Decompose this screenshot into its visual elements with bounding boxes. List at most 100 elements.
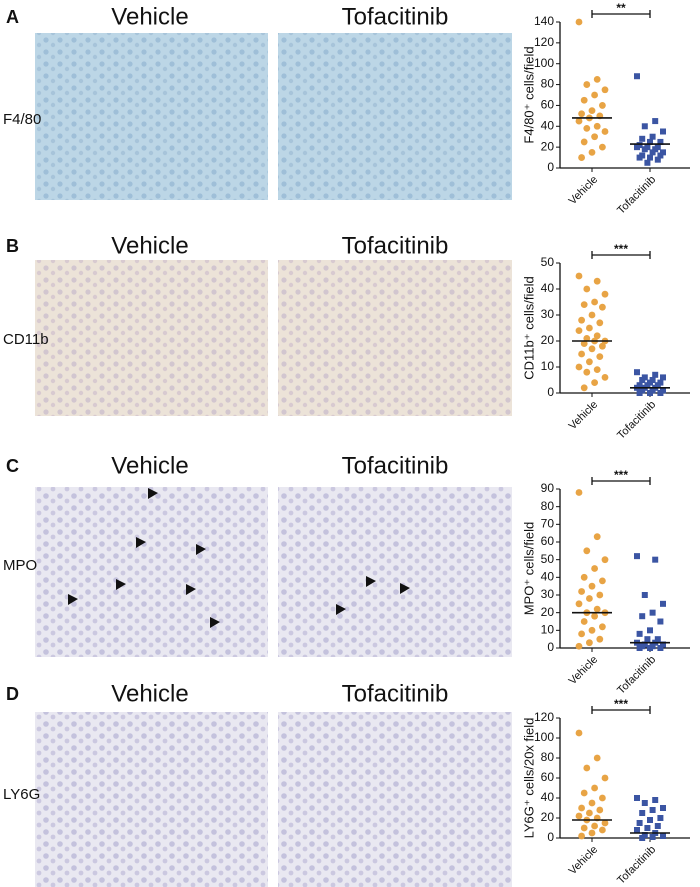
micrograph xyxy=(35,487,268,657)
y-tick-label: 120 xyxy=(534,35,554,49)
y-tick-label: 20 xyxy=(541,139,555,153)
data-point xyxy=(657,390,664,396)
y-tick-label: 40 xyxy=(541,570,555,584)
micrographs xyxy=(35,33,512,887)
y-tick-label: 40 xyxy=(541,281,555,295)
y-tick-label: 30 xyxy=(541,587,555,601)
panel-letter: A xyxy=(6,7,19,27)
y-tick-label: 0 xyxy=(547,385,554,399)
data-point xyxy=(583,547,591,555)
data-point xyxy=(578,630,585,638)
data-point xyxy=(591,784,598,792)
data-point xyxy=(657,152,664,159)
data-point xyxy=(660,833,666,839)
data-point xyxy=(601,290,609,298)
data-point xyxy=(578,832,585,840)
data-point xyxy=(601,374,609,381)
data-point xyxy=(634,795,640,801)
x-tick-label: Vehicle xyxy=(567,844,601,878)
data-point xyxy=(601,774,609,782)
data-point xyxy=(583,764,591,772)
data-point xyxy=(636,820,643,826)
data-point xyxy=(654,636,661,643)
data-point xyxy=(647,817,653,823)
y-tick-label: 0 xyxy=(547,160,554,174)
data-point xyxy=(649,149,656,156)
data-point xyxy=(647,138,653,145)
data-point xyxy=(588,829,596,837)
data-point xyxy=(586,324,593,332)
y-axis-label: CD11b⁺ cells/field xyxy=(521,276,536,379)
y-tick-label: 70 xyxy=(541,517,555,531)
y-tick-label: 40 xyxy=(541,790,555,804)
data-point xyxy=(660,805,666,811)
data-point xyxy=(599,342,606,350)
data-point xyxy=(649,133,656,140)
data-point xyxy=(586,639,593,647)
data-point xyxy=(596,319,604,327)
data-point xyxy=(654,823,661,829)
x-tick-label: Tofacitinib xyxy=(615,654,658,697)
data-point xyxy=(596,591,604,599)
panel-letter: B xyxy=(6,236,19,256)
data-point xyxy=(639,835,646,841)
image-title: Vehicle xyxy=(111,3,188,30)
data-point xyxy=(644,825,651,831)
image-title: Vehicle xyxy=(111,452,188,479)
data-point xyxy=(649,807,656,813)
image-title: Vehicle xyxy=(111,232,188,259)
x-tick-label: Vehicle xyxy=(567,654,601,688)
significance-label: *** xyxy=(614,468,628,482)
significance-label: ** xyxy=(616,1,626,15)
data-point xyxy=(583,285,591,293)
y-tick-label: 100 xyxy=(534,56,554,70)
x-tick-label: Tofacitinib xyxy=(615,174,658,217)
data-point xyxy=(575,363,583,371)
data-point xyxy=(575,327,583,334)
data-point xyxy=(580,301,588,308)
data-point xyxy=(593,533,601,541)
data-point xyxy=(593,754,601,762)
data-point xyxy=(639,135,646,142)
data-point xyxy=(593,332,601,340)
panel-letter: D xyxy=(6,684,19,704)
data-point xyxy=(575,489,583,496)
data-point xyxy=(588,345,596,353)
micrograph xyxy=(35,260,268,416)
data-point xyxy=(578,804,585,812)
data-point xyxy=(580,384,588,392)
data-point xyxy=(649,609,656,616)
row-label: CD11b xyxy=(3,331,49,348)
data-point xyxy=(657,138,664,145)
data-point xyxy=(641,592,648,598)
data-point xyxy=(636,390,643,396)
data-point xyxy=(634,369,640,376)
data-point xyxy=(593,605,601,613)
data-point xyxy=(599,303,606,311)
data-point xyxy=(636,154,643,161)
data-point xyxy=(583,81,591,88)
data-point xyxy=(586,358,593,366)
data-point xyxy=(591,91,598,99)
data-point xyxy=(657,618,664,625)
data-point xyxy=(660,128,666,135)
image-title: Tofacitinib xyxy=(342,3,449,30)
data-point xyxy=(591,565,598,572)
data-point xyxy=(634,553,640,560)
data-point xyxy=(578,316,585,324)
data-point xyxy=(641,146,648,153)
data-point xyxy=(647,154,653,161)
data-point xyxy=(588,311,596,319)
data-point xyxy=(586,809,593,817)
y-tick-label: 120 xyxy=(534,710,554,724)
x-tick-label: Tofacitinib xyxy=(615,844,658,887)
data-point xyxy=(588,582,596,590)
data-point xyxy=(596,806,604,814)
data-point xyxy=(639,810,646,816)
data-point xyxy=(652,371,659,378)
data-point xyxy=(580,789,588,797)
data-point xyxy=(601,86,609,94)
y-tick-label: 80 xyxy=(541,499,555,513)
y-axis-label: LY6G⁺ cells/20x field xyxy=(521,718,536,839)
